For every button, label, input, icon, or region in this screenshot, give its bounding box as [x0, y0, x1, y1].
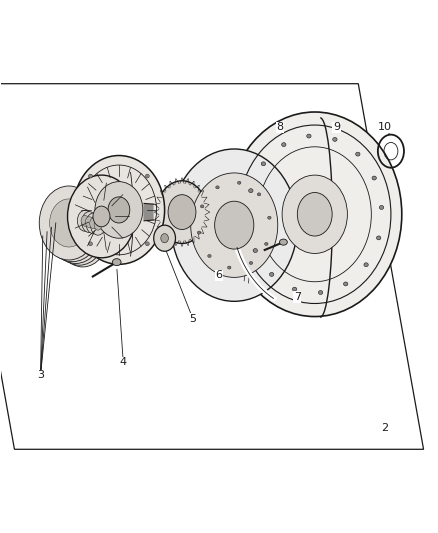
Ellipse shape	[85, 217, 93, 228]
Ellipse shape	[379, 206, 384, 209]
Ellipse shape	[49, 199, 88, 247]
Ellipse shape	[93, 206, 110, 227]
Ellipse shape	[54, 202, 91, 249]
Ellipse shape	[52, 197, 106, 265]
Ellipse shape	[168, 195, 196, 230]
Ellipse shape	[57, 200, 109, 267]
Ellipse shape	[228, 112, 402, 317]
Ellipse shape	[161, 233, 168, 243]
Ellipse shape	[293, 287, 297, 291]
Text: 7: 7	[294, 292, 301, 302]
Ellipse shape	[253, 248, 258, 253]
Ellipse shape	[282, 175, 347, 254]
Ellipse shape	[269, 272, 274, 277]
Ellipse shape	[82, 212, 97, 232]
Ellipse shape	[377, 236, 381, 240]
Ellipse shape	[198, 231, 201, 234]
Ellipse shape	[216, 186, 219, 189]
Text: 3: 3	[37, 370, 44, 381]
Ellipse shape	[88, 174, 92, 178]
Ellipse shape	[113, 259, 121, 265]
Ellipse shape	[333, 138, 337, 141]
Ellipse shape	[58, 205, 94, 251]
Ellipse shape	[215, 201, 254, 249]
Ellipse shape	[88, 242, 92, 246]
Ellipse shape	[95, 182, 143, 238]
Ellipse shape	[237, 181, 241, 184]
Ellipse shape	[208, 254, 211, 257]
Ellipse shape	[66, 212, 100, 255]
Ellipse shape	[145, 174, 149, 178]
Ellipse shape	[154, 225, 176, 251]
Ellipse shape	[246, 219, 250, 223]
Ellipse shape	[48, 193, 104, 263]
Ellipse shape	[171, 149, 297, 301]
Ellipse shape	[356, 152, 360, 156]
Text: 2: 2	[381, 423, 388, 433]
Ellipse shape	[282, 143, 286, 147]
Ellipse shape	[191, 173, 278, 277]
Ellipse shape	[297, 192, 332, 236]
Ellipse shape	[86, 213, 101, 234]
Ellipse shape	[44, 189, 101, 262]
Ellipse shape	[145, 242, 149, 246]
Text: 4: 4	[120, 357, 127, 367]
Ellipse shape	[90, 218, 98, 229]
Ellipse shape	[343, 282, 348, 286]
Text: 6: 6	[215, 270, 223, 280]
Ellipse shape	[62, 208, 97, 253]
Ellipse shape	[81, 215, 89, 226]
Ellipse shape	[318, 290, 323, 294]
Ellipse shape	[108, 197, 130, 223]
Text: 10: 10	[378, 122, 392, 132]
Ellipse shape	[279, 239, 287, 245]
Ellipse shape	[90, 214, 106, 235]
Text: 9: 9	[333, 122, 340, 132]
Ellipse shape	[67, 175, 135, 258]
Text: 8: 8	[276, 122, 283, 132]
Ellipse shape	[261, 162, 265, 166]
Ellipse shape	[78, 211, 92, 231]
Text: 5: 5	[189, 314, 196, 324]
Ellipse shape	[249, 189, 253, 192]
Ellipse shape	[39, 186, 99, 260]
Ellipse shape	[73, 156, 165, 264]
Ellipse shape	[265, 243, 268, 246]
Ellipse shape	[364, 263, 368, 266]
Ellipse shape	[94, 219, 102, 230]
Ellipse shape	[268, 216, 271, 219]
Ellipse shape	[249, 262, 253, 264]
Ellipse shape	[201, 205, 204, 208]
Ellipse shape	[372, 176, 376, 180]
Ellipse shape	[157, 181, 207, 244]
Ellipse shape	[307, 134, 311, 138]
Ellipse shape	[227, 266, 231, 269]
Ellipse shape	[257, 193, 261, 196]
